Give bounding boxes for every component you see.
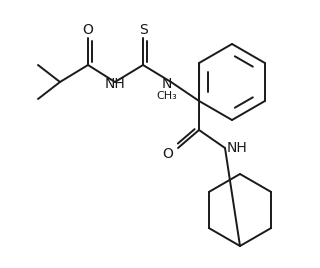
Text: CH₃: CH₃ <box>156 91 177 101</box>
Text: N: N <box>162 77 172 91</box>
Text: O: O <box>83 23 93 37</box>
Text: O: O <box>163 147 173 161</box>
Text: NH: NH <box>227 141 247 155</box>
Text: NH: NH <box>105 77 125 91</box>
Text: S: S <box>139 23 148 37</box>
